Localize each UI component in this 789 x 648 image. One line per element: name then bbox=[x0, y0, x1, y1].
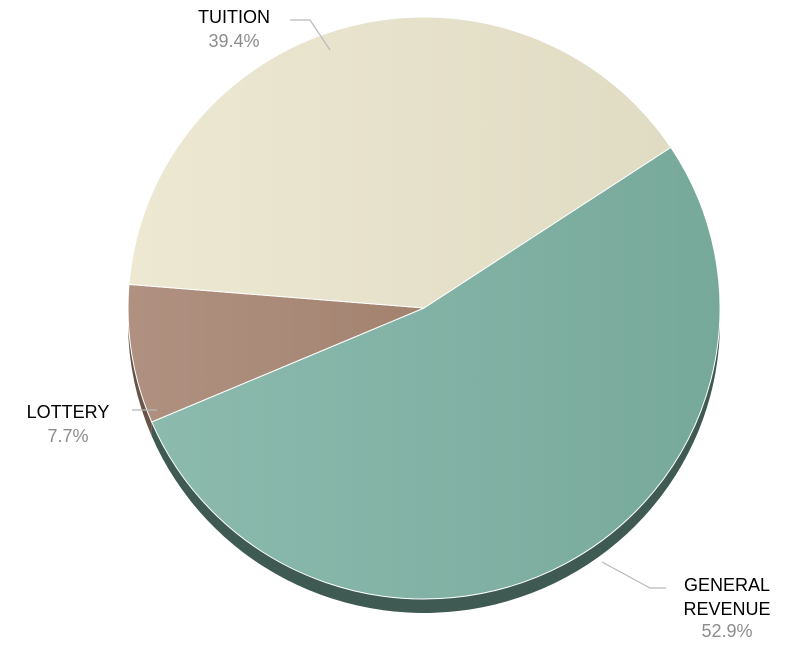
leader-line-general-revenue bbox=[601, 561, 666, 589]
slice-label-tuition: TUITION bbox=[198, 7, 270, 27]
pie-depth-lottery bbox=[128, 308, 152, 436]
slice-percent-general-revenue: 52.9% bbox=[701, 621, 752, 641]
pie-slice-lottery bbox=[127, 283, 425, 423]
pie-slices bbox=[127, 16, 721, 600]
pie-slice-general-revenue bbox=[150, 146, 721, 600]
slice-label-lottery: LOTTERY bbox=[27, 402, 110, 422]
leader-line-tuition bbox=[290, 19, 331, 51]
pie-depth bbox=[128, 308, 720, 613]
slice-percent-lottery: 7.7% bbox=[47, 426, 88, 446]
slice-label-general-revenue: REVENUE bbox=[683, 599, 770, 619]
slice-label-general-revenue: GENERAL bbox=[684, 575, 770, 595]
slice-percent-tuition: 39.4% bbox=[208, 31, 259, 51]
pie-slice-tuition bbox=[128, 16, 672, 309]
